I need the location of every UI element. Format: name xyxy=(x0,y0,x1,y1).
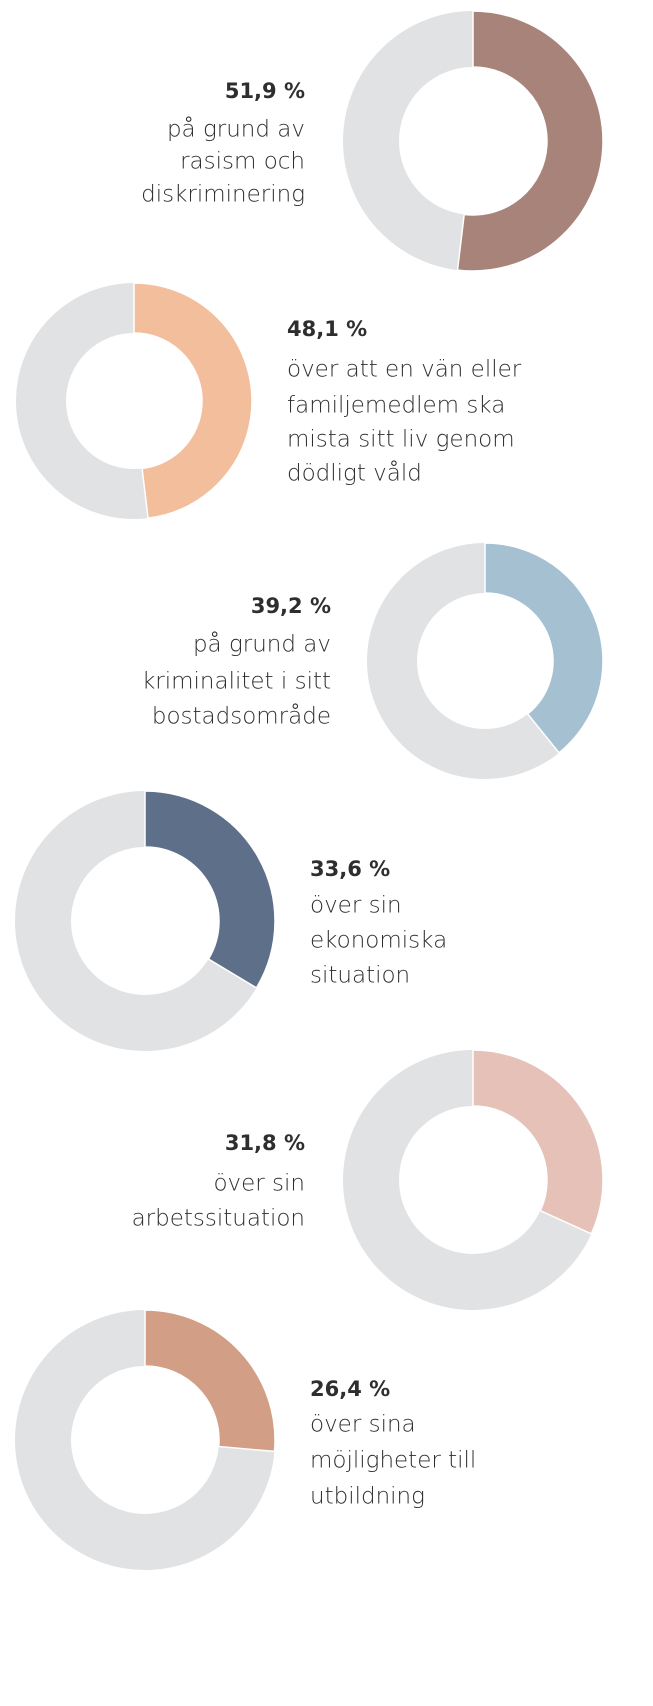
donut-segment xyxy=(133,282,253,519)
donut-segment xyxy=(456,10,604,272)
description: möjligheter till xyxy=(310,1448,476,1474)
description: dödligt våld xyxy=(287,461,422,487)
donut-segment xyxy=(144,790,276,989)
value-label: 31,8 % xyxy=(225,1131,305,1155)
description: över att en vän eller xyxy=(287,357,522,383)
description: rasism och xyxy=(180,149,305,175)
description: diskriminering xyxy=(141,182,305,208)
description: utbildning xyxy=(310,1484,425,1510)
description: kriminalitet i sitt xyxy=(142,669,331,695)
description: över sin xyxy=(213,1171,305,1197)
donut-segment xyxy=(472,1049,604,1235)
value-label: 48,1 % xyxy=(287,317,367,341)
donut-segment xyxy=(144,1309,276,1453)
description: över sina xyxy=(310,1412,416,1438)
description: på grund av xyxy=(167,117,305,143)
description: mista sitt liv genom xyxy=(287,427,515,453)
description: ekonomiska xyxy=(310,928,447,954)
value-label: 51,9 % xyxy=(225,79,305,103)
description: över sin xyxy=(310,893,402,919)
description: familjemedlem ska xyxy=(287,393,505,419)
description: situation xyxy=(310,963,410,989)
description: på grund av xyxy=(193,632,331,658)
description: arbetssituation xyxy=(132,1206,305,1232)
description: bostadsområde xyxy=(152,704,331,730)
donut-segment xyxy=(484,542,604,754)
value-label: 26,4 % xyxy=(310,1377,390,1401)
value-label: 33,6 % xyxy=(310,857,390,881)
value-label: 39,2 % xyxy=(251,594,331,618)
